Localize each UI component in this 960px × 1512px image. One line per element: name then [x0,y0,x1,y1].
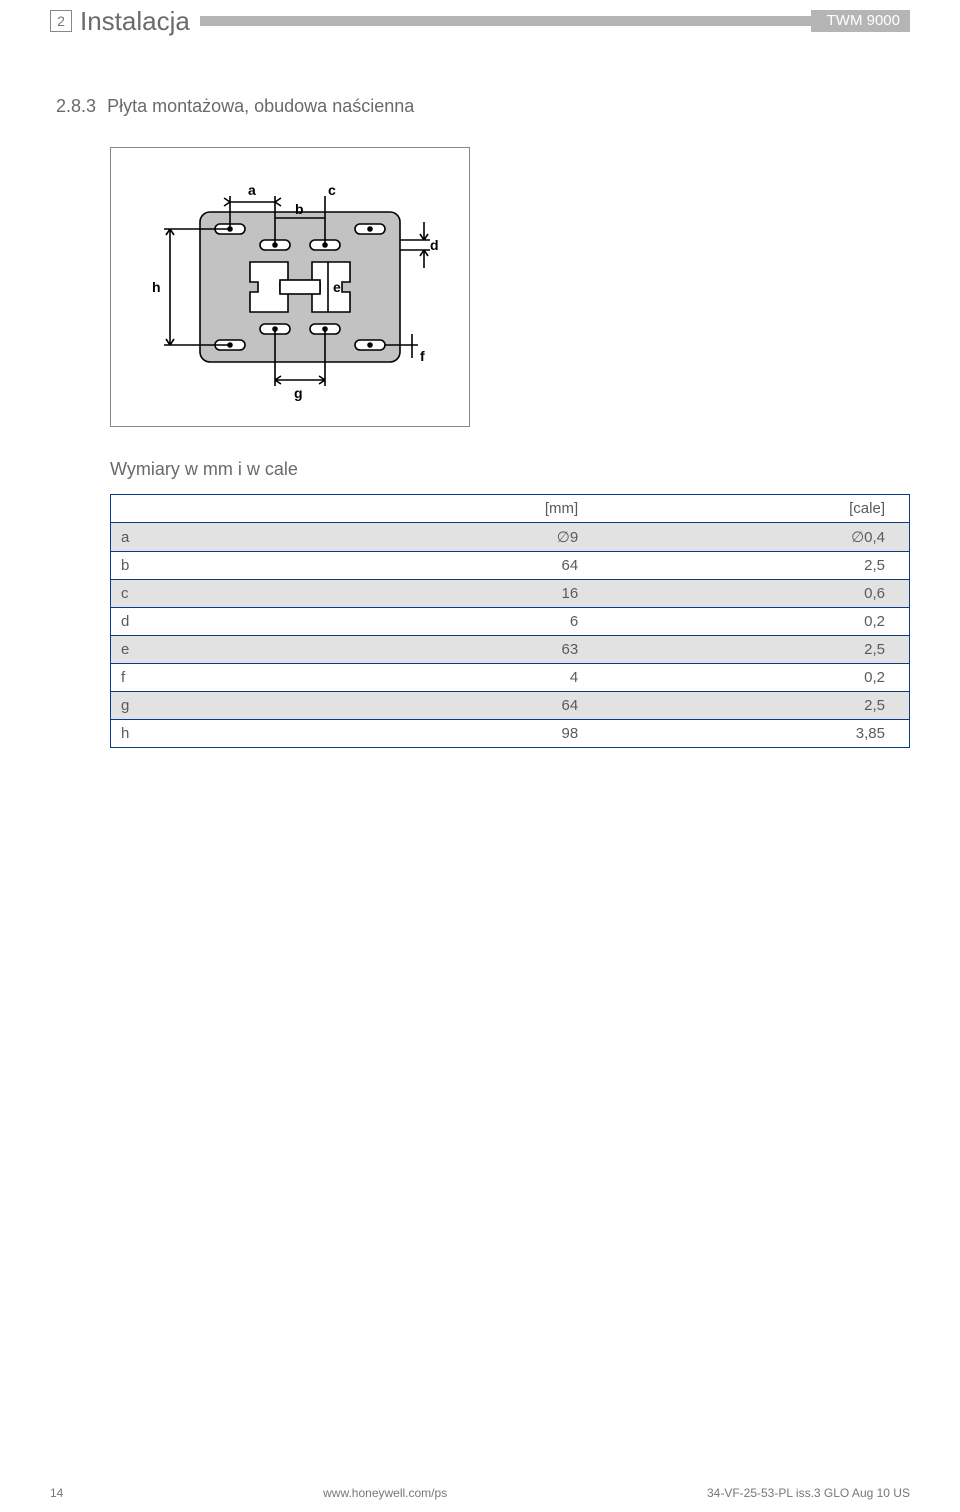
mounting-plate-diagram: a b c d e f g h [110,147,470,427]
dim-key: a [111,523,295,552]
table-header-key [111,495,295,523]
table-row: g642,5 [111,692,910,720]
dim-key: e [111,636,295,664]
dim-inch: 2,5 [602,552,909,580]
table-row: b642,5 [111,552,910,580]
section-number: 2.8.3 [56,96,96,116]
dim-mm: 64 [295,692,602,720]
dim-label-f: f [420,348,425,364]
model-text: TWM 9000 [827,14,900,28]
dim-mm: 6 [295,608,602,636]
dim-inch: 0,2 [602,608,909,636]
dim-label-d: d [430,237,439,253]
dim-key: g [111,692,295,720]
chapter-title: Instalacja [72,8,200,34]
dim-key: d [111,608,295,636]
page-header: 2 Instalacja TWM 9000 [50,0,910,48]
table-header-row: [mm] [cale] [111,495,910,523]
dim-mm: ∅9 [295,523,602,552]
dim-label-e: e [333,279,341,295]
dim-mm: 63 [295,636,602,664]
footer-url: www.honeywell.com/ps [323,1486,447,1500]
dim-inch: 2,5 [602,692,909,720]
page-number: 14 [50,1486,63,1500]
model-badge: TWM 9000 [811,10,910,32]
table-row: a∅9∅0,4 [111,523,910,552]
table-row: d60,2 [111,608,910,636]
table-row: h983,85 [111,720,910,748]
dim-mm: 16 [295,580,602,608]
dim-mm: 64 [295,552,602,580]
dimensions-table: [mm] [cale] a∅9∅0,4b642,5c160,6d60,2e632… [110,494,910,748]
dim-inch: 3,85 [602,720,909,748]
section-title: Płyta montażowa, obudowa naścienna [107,96,414,116]
dim-label-g: g [294,385,303,401]
dim-key: f [111,664,295,692]
table-header-inch: [cale] [602,495,909,523]
chapter-number-box: 2 [50,10,72,32]
diagram-svg: a b c d e f g h [130,162,450,412]
dim-key: b [111,552,295,580]
table-row: f40,2 [111,664,910,692]
dim-inch: 0,6 [602,580,909,608]
dim-mm: 98 [295,720,602,748]
table-row: e632,5 [111,636,910,664]
table-header-mm: [mm] [295,495,602,523]
table-caption: Wymiary w mm i w cale [110,459,910,480]
header-bar [200,16,811,26]
dim-key: c [111,580,295,608]
dim-mm: 4 [295,664,602,692]
table-row: c160,6 [111,580,910,608]
dim-label-h: h [152,279,161,295]
dim-inch: 2,5 [602,636,909,664]
dim-label-a: a [248,182,256,198]
chapter-number: 2 [57,13,65,29]
dim-inch: ∅0,4 [602,523,909,552]
dim-key: h [111,720,295,748]
dim-label-c: c [328,182,336,198]
dim-inch: 0,2 [602,664,909,692]
dim-label-b: b [295,201,304,217]
footer-doc: 34-VF-25-53-PL iss.3 GLO Aug 10 US [707,1486,910,1500]
section-heading: 2.8.3 Płyta montażowa, obudowa naścienna [56,96,910,117]
page-footer: 14 www.honeywell.com/ps 34-VF-25-53-PL i… [50,1486,910,1500]
